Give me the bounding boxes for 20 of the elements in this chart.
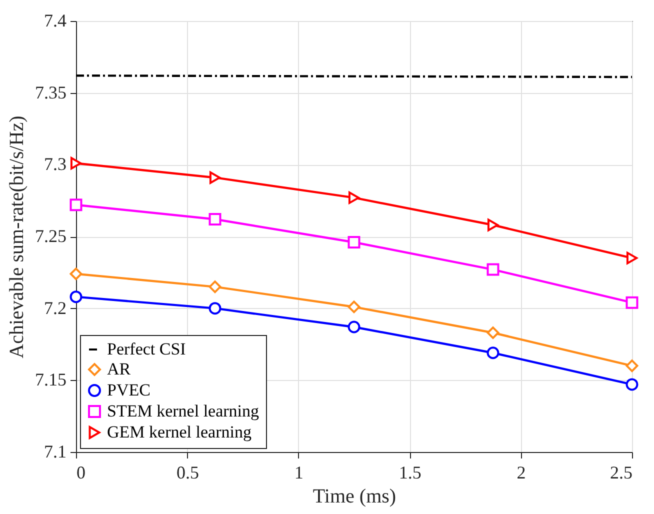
x-tick-label: 2 [516, 462, 526, 482]
y-axis-title: Achievable sum-rate(bit/s/Hz) [6, 116, 28, 358]
x-tick-label: 0 [76, 462, 86, 482]
x-tick-label: 1.5 [398, 462, 422, 482]
y-tick-label: 7.15 [35, 370, 66, 390]
legend-label: Perfect CSI [107, 340, 186, 358]
x-tick-label: 2.5 [610, 462, 632, 482]
legend-label: GEM kernel learning [107, 422, 252, 442]
y-tick-label: 7.2 [44, 298, 66, 318]
y-tick-label: 7.4 [44, 10, 66, 30]
x-axis-title: Time (ms) [312, 486, 396, 508]
y-tick-label: 7.25 [35, 226, 66, 246]
y-tick-label: 7.1 [44, 442, 66, 462]
legend-label: STEM kernel learning [107, 402, 260, 420]
legend-label: AR [107, 360, 132, 378]
y-tick-label: 7.35 [35, 82, 66, 102]
legend-label: PVEC [107, 380, 150, 400]
x-tick-label: 0.5 [176, 462, 199, 482]
x-tick-label: 1 [294, 462, 304, 482]
y-tick-label: 7.3 [44, 154, 66, 174]
